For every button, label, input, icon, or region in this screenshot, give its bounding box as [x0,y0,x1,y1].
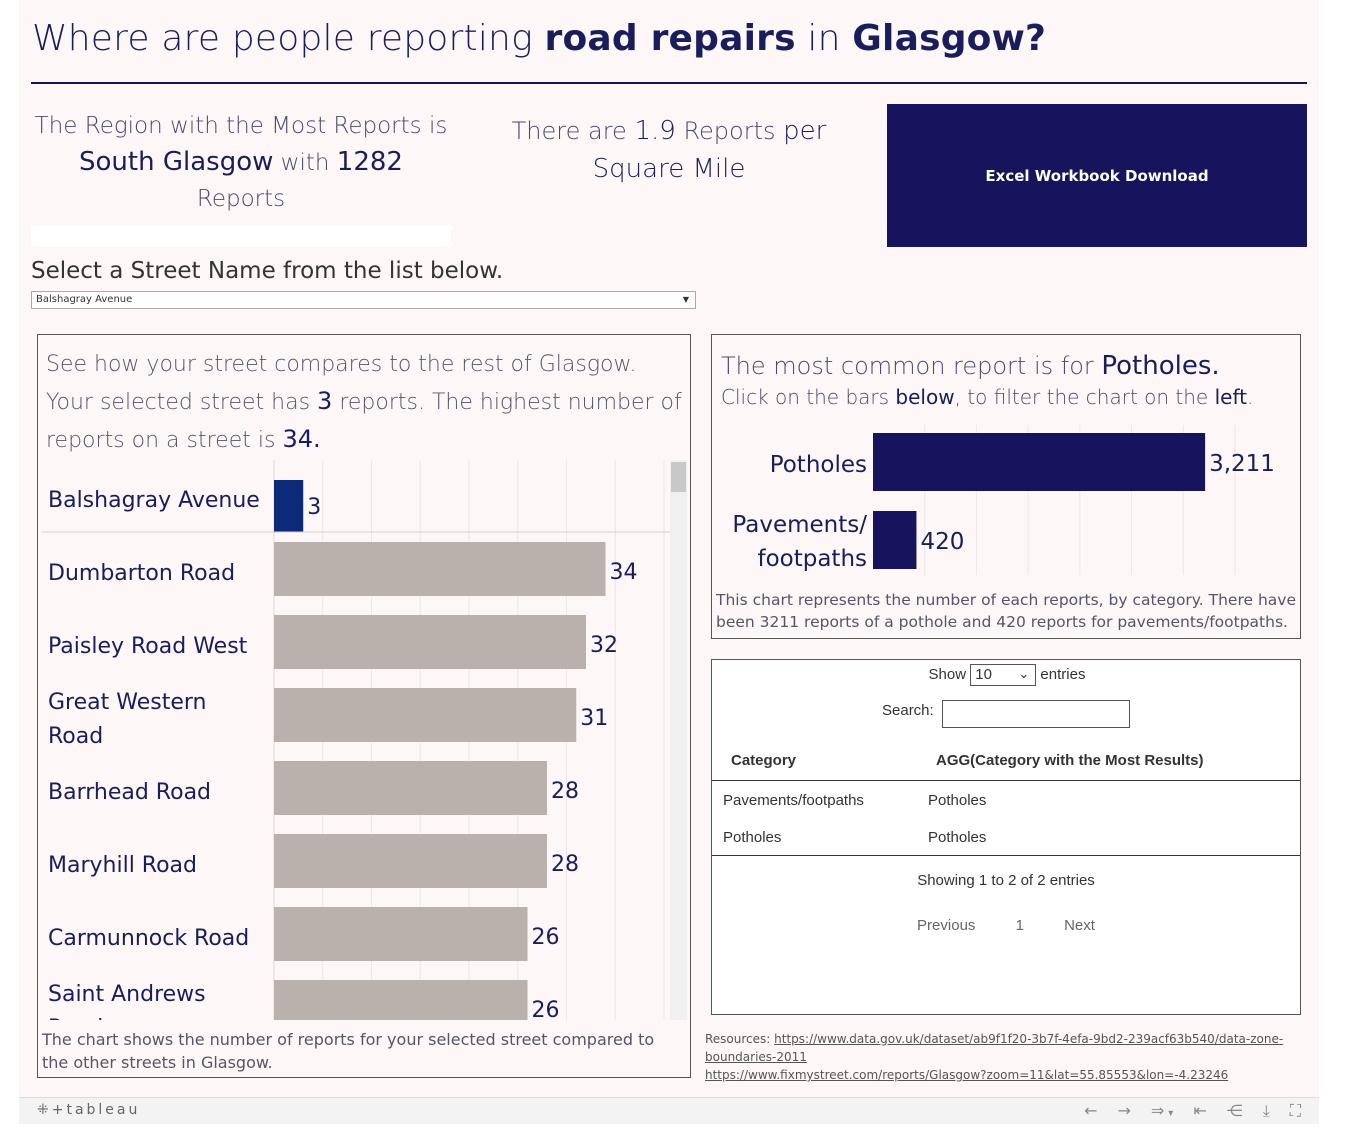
table-info: Showing 1 to 2 of 2 entries [917,872,1095,889]
download-icon[interactable]: ⤓ [1262,1101,1270,1120]
category-label: Pavements/ [732,512,867,538]
previous-page-button[interactable]: Previous [917,917,976,934]
category-bar-value: 420 [920,529,964,555]
street-chart-caption: The chart shows the number of reports fo… [42,1030,655,1072]
category-bar[interactable] [873,433,1206,491]
tableau-toolbar: ⁜+tableau ← → ⇒ ▾ ⇤ ⋲ ⤓ ⛶ [19,1097,1319,1124]
category-table: Show 10 ⌄ entries Search: Category AGG(Ca… [711,659,1301,1015]
next-page-button[interactable]: Next [1064,917,1095,934]
kpi-region-line1: The Region with the Most Reports is [34,113,448,139]
page-size-control: Show 10 ⌄ entries [712,664,1302,686]
table-row: Pavements/footpaths Potholes [712,782,1300,818]
table-header: Category AGG(Category with the Most Resu… [712,752,1300,781]
street-label: Barrhead Road [48,780,211,805]
chart-scrollbar[interactable] [670,460,687,1020]
table-divider [712,855,1300,856]
street-bar [274,615,586,669]
revert-icon[interactable]: ⇒ [1150,1101,1165,1120]
table-row: Potholes Potholes [712,819,1300,855]
street-bar [274,907,528,961]
street-bar [274,980,528,1020]
resources: Resources: https://www.data.gov.uk/datas… [705,1032,1284,1082]
kpi-region-line3: Reports [196,186,286,212]
street-bar-value: 28 [551,779,579,804]
revert-dropdown-icon[interactable]: ▾ [1168,1108,1174,1119]
redo-icon[interactable]: → [1117,1101,1131,1120]
street-chart[interactable]: Balshagray Avenue 3 34 Dumbarton Road 32 Pais… [42,460,687,1020]
tableau-logo[interactable]: ⁜+tableau [37,1102,141,1118]
resource-link-datagov[interactable]: https://www.data.gov.uk/dataset/ab9f1f20… [705,1032,1284,1064]
category-label: Potholes [770,452,867,478]
page-title: Where are people reporting road repairs … [32,18,1047,59]
street-label: Saint Andrews [48,982,206,1007]
street-bar [274,761,547,815]
excel-download-button[interactable]: Excel Workbook Download [887,104,1307,247]
street-select-label: Select a Street Name from the list below… [31,258,504,284]
kpi-divider [31,226,451,246]
reset-icon[interactable]: ⇤ [1193,1101,1207,1120]
kpi-density: There are 1.9 Reports per Square Mile [511,116,827,184]
category-instructions: Click on the bars below, to filter the c… [721,385,1254,409]
street-comparison-panel: See how your street compares to the rest… [37,334,691,1078]
chevron-down-icon: ⌄ [1018,666,1030,681]
toolbar-icons: ← → ⇒ ▾ ⇤ ⋲ ⤓ ⛶ [1064,1101,1301,1121]
category-panel: The most common report is for Potholes. … [711,334,1301,639]
category-bar[interactable] [873,511,917,569]
selected-street-label: Balshagray Avenue [48,488,260,513]
street-bar-value: 28 [551,852,579,877]
column-header-agg[interactable]: AGG(Category with the Most Results) [936,752,1204,769]
table-cell: Potholes [928,829,987,846]
street-bar-value: 26 [532,998,560,1020]
street-bar [274,688,577,742]
selected-street-value: 3 [307,495,321,520]
table-cell: Potholes [928,792,987,809]
street-bar-value: 34 [610,560,638,585]
search-input[interactable] [942,700,1130,728]
street-dropdown[interactable]: Balshagray Avenue ▼ [31,291,696,309]
street-label: Dumbarton Road [48,561,235,586]
table-cell: Potholes [723,829,782,846]
column-header-category[interactable]: Category [731,752,797,769]
category-chart-caption: This chart represents the number of each… [716,591,1296,631]
street-label: Great Western [48,690,206,715]
kpi-top-region: The Region with the Most Reports is Sout… [31,108,451,246]
chevron-down-icon: ▼ [682,295,689,304]
street-bar-chart[interactable]: Balshagray Avenue 3 34 Dumbarton Road 32 Pais… [42,460,670,1020]
scrollbar-thumb[interactable] [671,462,686,492]
page-size-select[interactable]: 10 ⌄ [970,664,1037,686]
kpi-region-line2: South Glasgow with 1282 [79,147,403,177]
category-bar-chart[interactable]: 3,211 Potholes 420 Pavements/footpaths [712,425,1301,585]
street-label: Road [48,724,103,749]
undo-icon[interactable]: ← [1084,1101,1098,1120]
table-search: Search: [882,700,1130,728]
share-icon[interactable]: ⋲ [1226,1101,1243,1120]
category-bar-value: 3,211 [1209,451,1275,477]
page-button[interactable]: 1 [1015,917,1024,934]
street-comparison-text: See how your street compares to the rest… [46,352,682,453]
street-bar-value: 26 [532,925,560,950]
title-divider [31,82,1307,84]
street-bar [274,834,547,888]
selected-street-bar [274,480,304,532]
category-headline: The most common report is for Potholes. [721,351,1220,381]
street-label: Maryhill Road [48,853,197,878]
street-bar-value: 31 [580,706,608,731]
category-label: footpaths [757,546,867,572]
street-label: Carmunnock Road [48,926,249,951]
table-cell: Pavements/footpaths [723,792,864,809]
dashboard: Where are people reporting road repairs … [19,0,1319,1097]
street-bar-value: 32 [590,633,618,658]
table-pager: Previous 1 Next [712,917,1300,934]
fullscreen-icon[interactable]: ⛶ [1289,1101,1301,1120]
resource-link-fixmystreet[interactable]: https://www.fixmystreet.com/reports/Glas… [705,1068,1229,1082]
street-label: Road [48,1016,103,1020]
street-label: Paisley Road West [48,634,248,659]
street-bar [274,542,606,596]
